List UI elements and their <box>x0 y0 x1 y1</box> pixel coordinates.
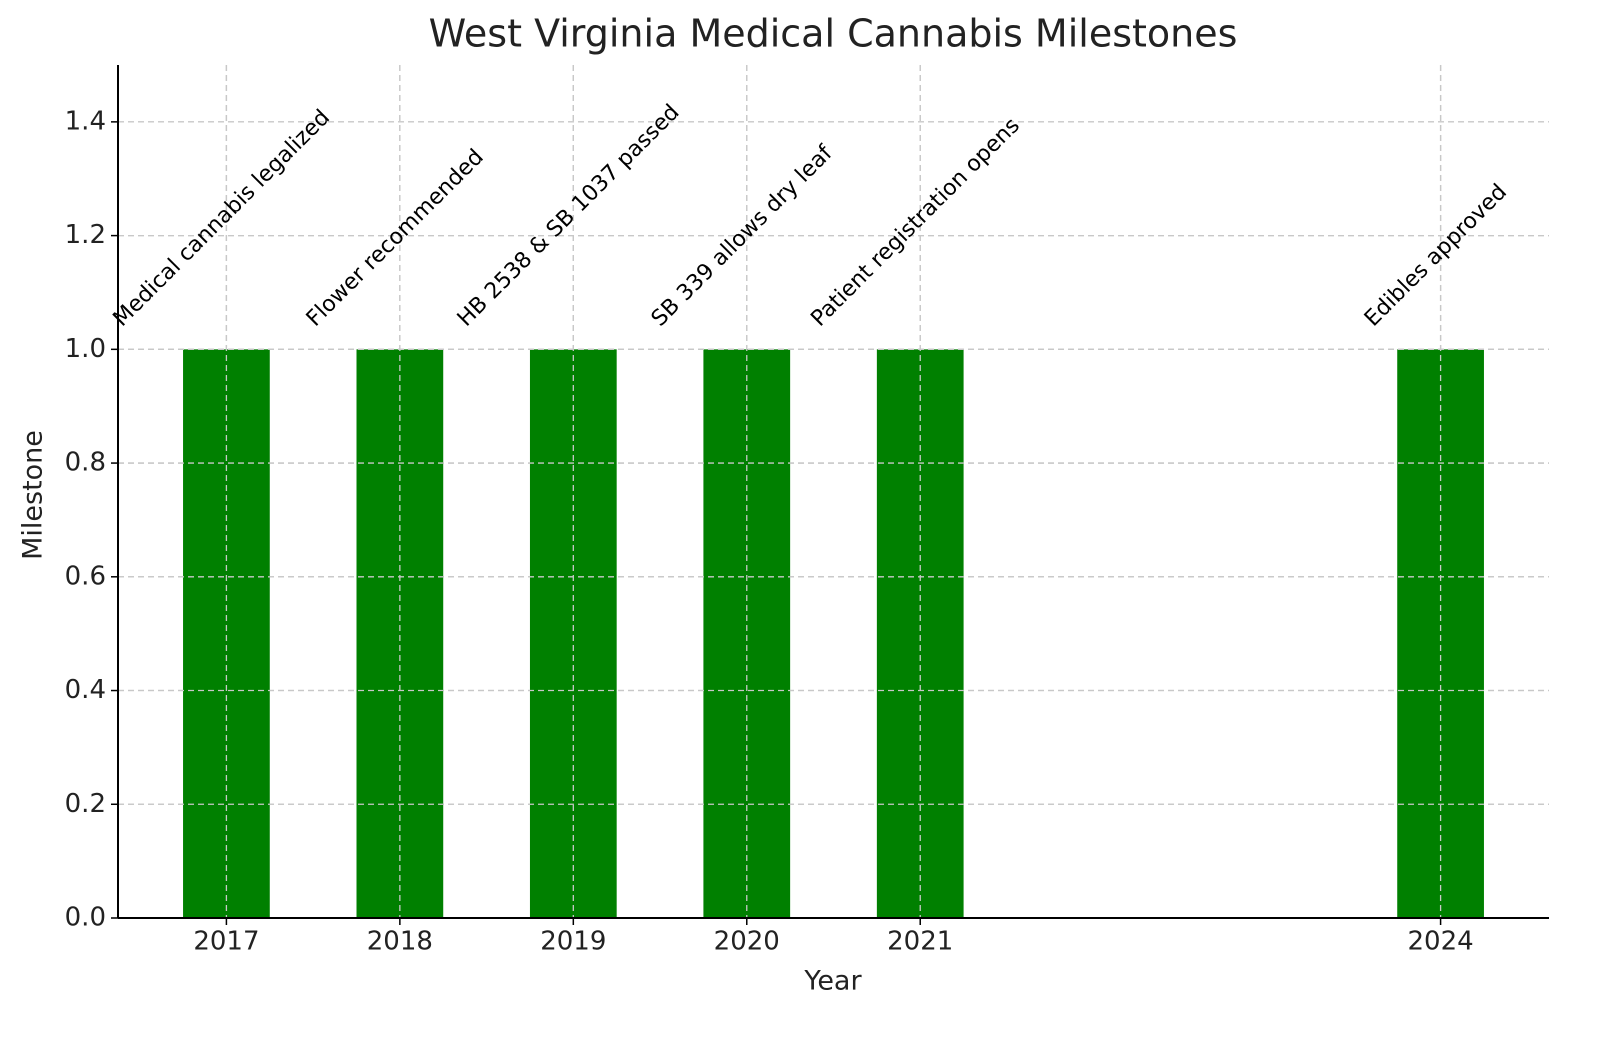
bar <box>703 349 791 918</box>
bar <box>876 349 964 918</box>
x-tick-label: 2020 <box>714 927 780 957</box>
chart-title: West Virginia Medical Cannabis Milestone… <box>429 12 1238 56</box>
y-tick-label: 0.6 <box>65 561 106 591</box>
x-axis-label: Year <box>803 966 862 997</box>
y-tick-label: 0.0 <box>65 903 106 933</box>
x-tick-label: 2024 <box>1408 927 1474 957</box>
bar <box>183 349 270 918</box>
y-tick-label: 1.0 <box>65 334 106 364</box>
y-axis-label: Milestone <box>18 430 49 560</box>
bar <box>529 349 617 918</box>
y-tick-label: 1.4 <box>65 106 106 136</box>
x-tick-label: 2021 <box>887 927 953 957</box>
x-tick-label: 2018 <box>367 927 433 957</box>
y-tick-label: 1.2 <box>65 220 106 250</box>
x-tick-label: 2017 <box>193 927 259 957</box>
annotation: Flower recommended <box>302 145 489 332</box>
bar <box>1397 349 1484 918</box>
y-tick-label: 0.2 <box>65 789 106 819</box>
bar <box>356 349 444 918</box>
x-tick-label: 2019 <box>540 927 606 957</box>
annotation: Medical cannabis legalized <box>109 105 335 331</box>
annotation: Edibles approved <box>1360 180 1512 332</box>
y-tick-label: 0.8 <box>65 448 106 478</box>
annotation: Patient registration opens <box>806 113 1024 331</box>
y-tick-label: 0.4 <box>65 675 106 705</box>
annotation: HB 2538 & SB 1037 passed <box>453 100 685 332</box>
